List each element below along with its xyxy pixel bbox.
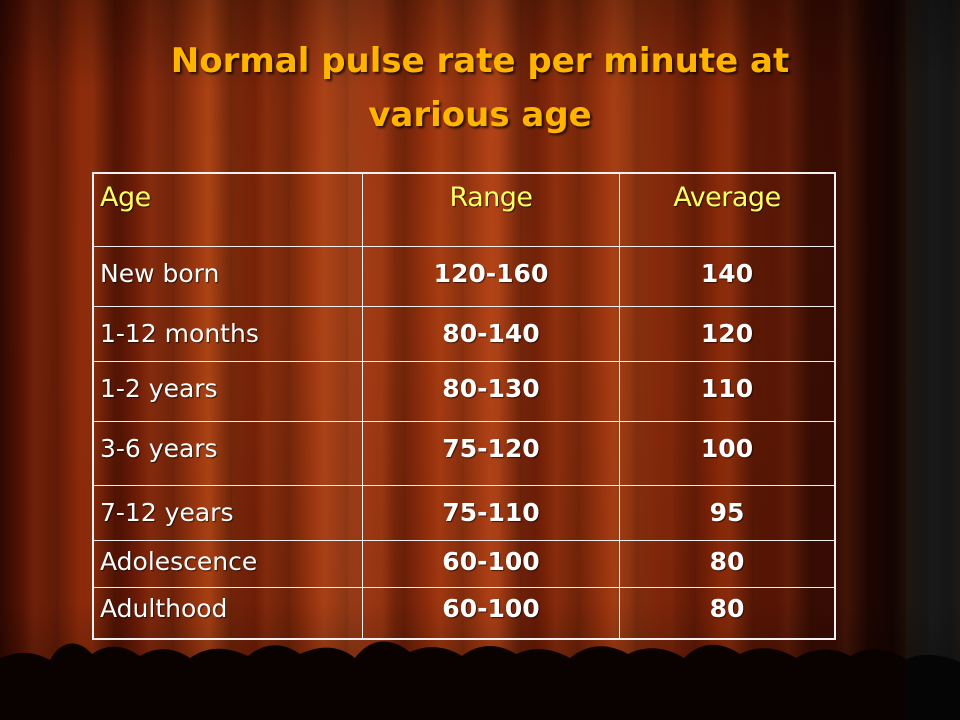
- cell-age: 1-12 months: [92, 306, 363, 362]
- header-age: Age: [92, 172, 363, 247]
- cell-age: Adolescence: [92, 540, 363, 588]
- table-row: Adolescence 60-100 80: [92, 540, 836, 588]
- cell-age: 3-6 years: [92, 421, 363, 486]
- table-row: New born 120-160 140: [92, 246, 836, 307]
- table-row: 7-12 years 75-110 95: [92, 485, 836, 541]
- slide-title: Normal pulse rate per minute at various …: [60, 34, 900, 142]
- table-row: 3-6 years 75-120 100: [92, 421, 836, 486]
- cell-average: 140: [619, 246, 836, 307]
- cell-range: 60-100: [361, 587, 621, 640]
- cell-range: 80-130: [361, 361, 621, 422]
- cell-age: Adulthood: [92, 587, 363, 640]
- cell-average: 80: [619, 587, 836, 640]
- slide-title-line-1: Normal pulse rate per minute at: [170, 41, 790, 81]
- cell-age: 1-2 years: [92, 361, 363, 422]
- table-header-row: Age Range Average: [92, 172, 836, 247]
- table-row: 1-2 years 80-130 110: [92, 361, 836, 422]
- header-range: Range: [361, 172, 621, 247]
- cell-range: 60-100: [361, 540, 621, 588]
- header-average: Average: [619, 172, 836, 247]
- cell-range: 75-120: [361, 421, 621, 486]
- cell-age: 7-12 years: [92, 485, 363, 541]
- cell-age: New born: [92, 246, 363, 307]
- cell-average: 80: [619, 540, 836, 588]
- table-row: Adulthood 60-100 80: [92, 587, 836, 640]
- cell-average: 100: [619, 421, 836, 486]
- cell-range: 120-160: [361, 246, 621, 307]
- cell-average: 120: [619, 306, 836, 362]
- cell-average: 95: [619, 485, 836, 541]
- curtain-hem-decoration: [0, 641, 960, 720]
- pulse-rate-table: Age Range Average New born 120-160 140 1…: [92, 172, 836, 640]
- cell-average: 110: [619, 361, 836, 422]
- cell-range: 80-140: [361, 306, 621, 362]
- cell-range: 75-110: [361, 485, 621, 541]
- table-row: 1-12 months 80-140 120: [92, 306, 836, 362]
- slide-title-line-2: various age: [368, 95, 592, 135]
